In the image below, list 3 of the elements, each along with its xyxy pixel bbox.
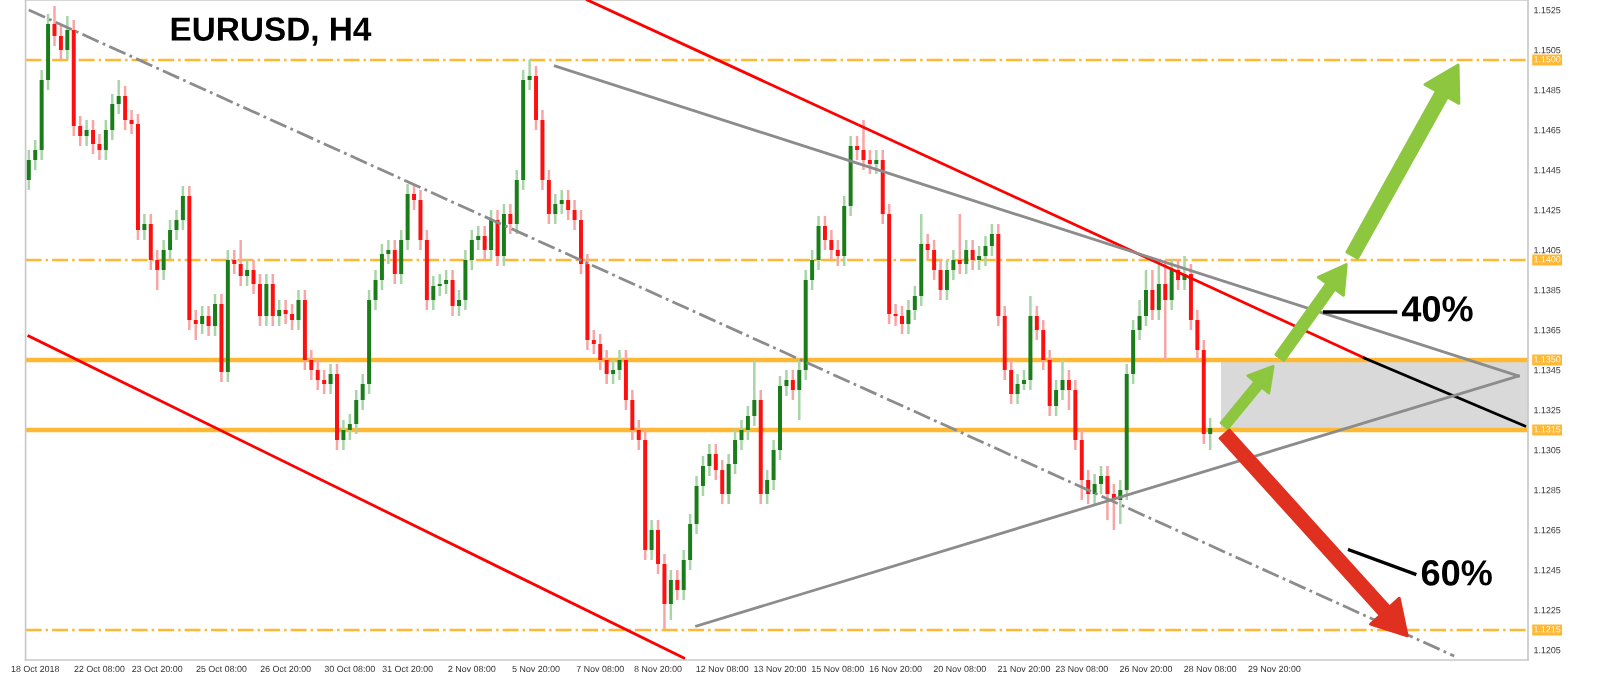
annotation: 40%	[1401, 296, 1473, 322]
chart-title: EURUSD, H4	[171, 17, 372, 46]
annotation: 60%	[1421, 560, 1492, 586]
